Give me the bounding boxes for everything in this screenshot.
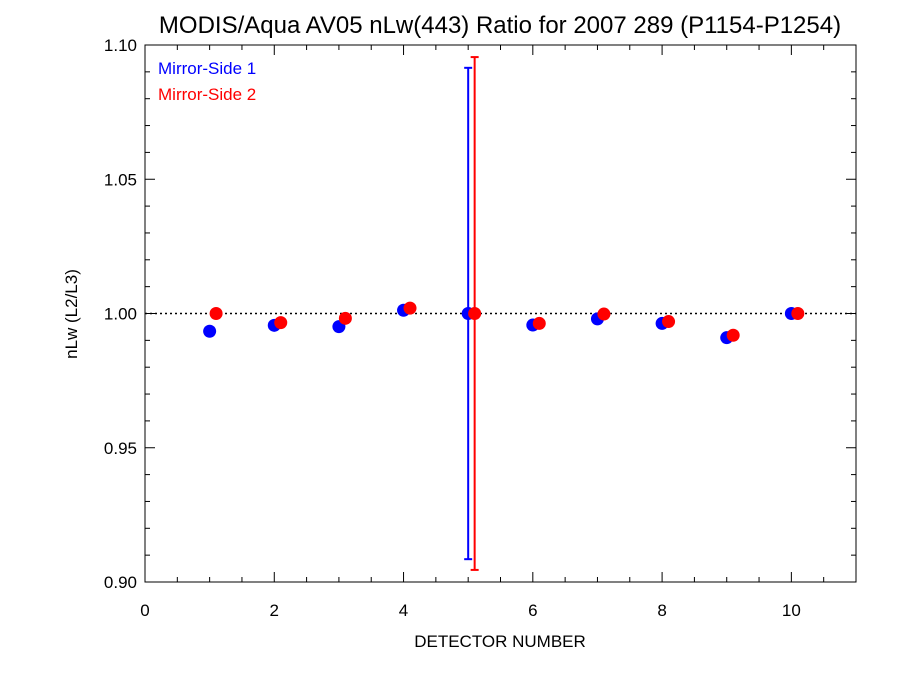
x-tick-label: 4 (399, 601, 408, 620)
legend-label-mirror-side-1: Mirror-Side 1 (158, 59, 256, 78)
data-point-series-2 (532, 316, 546, 330)
data-point-series-2 (791, 307, 805, 320)
data-point-series-2 (274, 316, 288, 330)
data-point-series-2 (403, 301, 417, 315)
x-tick-label: 6 (528, 601, 537, 620)
x-tick-label: 10 (782, 601, 801, 620)
x-tick-label: 8 (657, 601, 666, 620)
data-point-series-2 (468, 307, 482, 320)
data-point-series-2 (597, 307, 611, 321)
x-tick-label: 2 (270, 601, 279, 620)
data-point-series-2 (209, 307, 223, 320)
data-point-series-2 (662, 315, 676, 329)
data-point-series-2 (338, 311, 352, 325)
y-axis-label: nLw (L2/L3) (62, 269, 81, 359)
y-tick-label: 1.05 (104, 170, 137, 189)
y-tick-label: 1.10 (104, 36, 137, 55)
legend-label-mirror-side-2: Mirror-Side 2 (158, 85, 256, 104)
y-tick-label: 0.95 (104, 439, 137, 458)
y-tick-label: 1.00 (104, 305, 137, 324)
x-tick-label: 0 (140, 601, 149, 620)
data-point-series-1 (203, 324, 217, 338)
y-tick-label: 0.90 (104, 573, 137, 592)
data-point-series-2 (726, 328, 740, 342)
chart-title: MODIS/Aqua AV05 nLw(443) Ratio for 2007 … (159, 12, 841, 39)
plot-area: 0 2 4 6 8 10 0.90 0.95 1.00 1.05 1.10 (104, 36, 857, 620)
x-axis-label: DETECTOR NUMBER (414, 632, 586, 651)
